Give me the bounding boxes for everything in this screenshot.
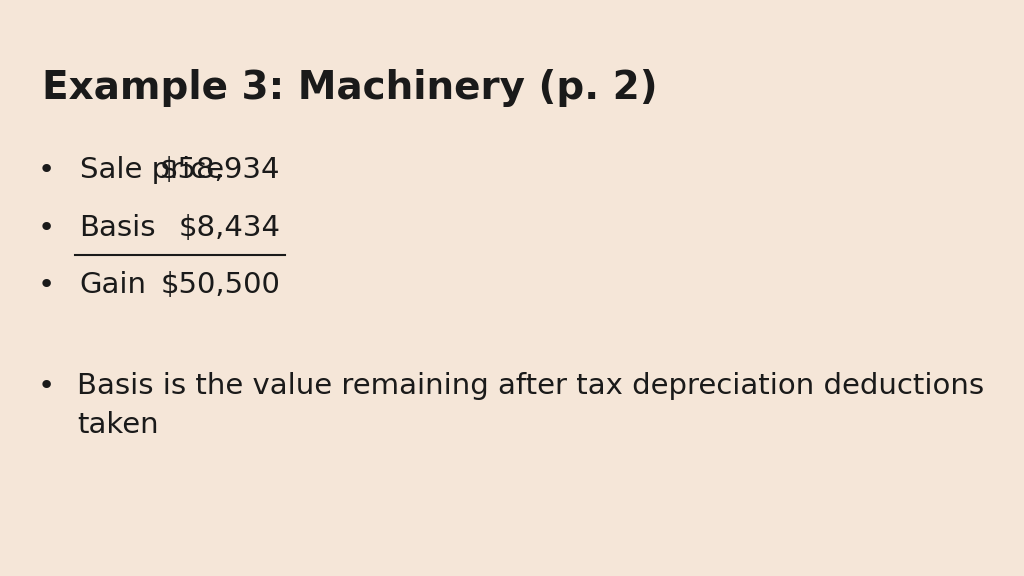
Text: •: •: [38, 156, 54, 184]
Text: •: •: [38, 214, 54, 241]
Text: Basis: Basis: [80, 214, 156, 241]
Text: Basis is the value remaining after tax depreciation deductions
taken: Basis is the value remaining after tax d…: [77, 372, 984, 438]
Text: Sale price: Sale price: [80, 156, 223, 184]
Text: $8,434: $8,434: [178, 214, 281, 241]
Text: $58,934: $58,934: [160, 156, 281, 184]
Text: $50,500: $50,500: [161, 271, 281, 299]
Text: Example 3: Machinery (p. 2): Example 3: Machinery (p. 2): [42, 69, 657, 107]
Text: •: •: [38, 372, 54, 400]
Text: Gain: Gain: [80, 271, 146, 299]
Text: •: •: [38, 271, 54, 299]
